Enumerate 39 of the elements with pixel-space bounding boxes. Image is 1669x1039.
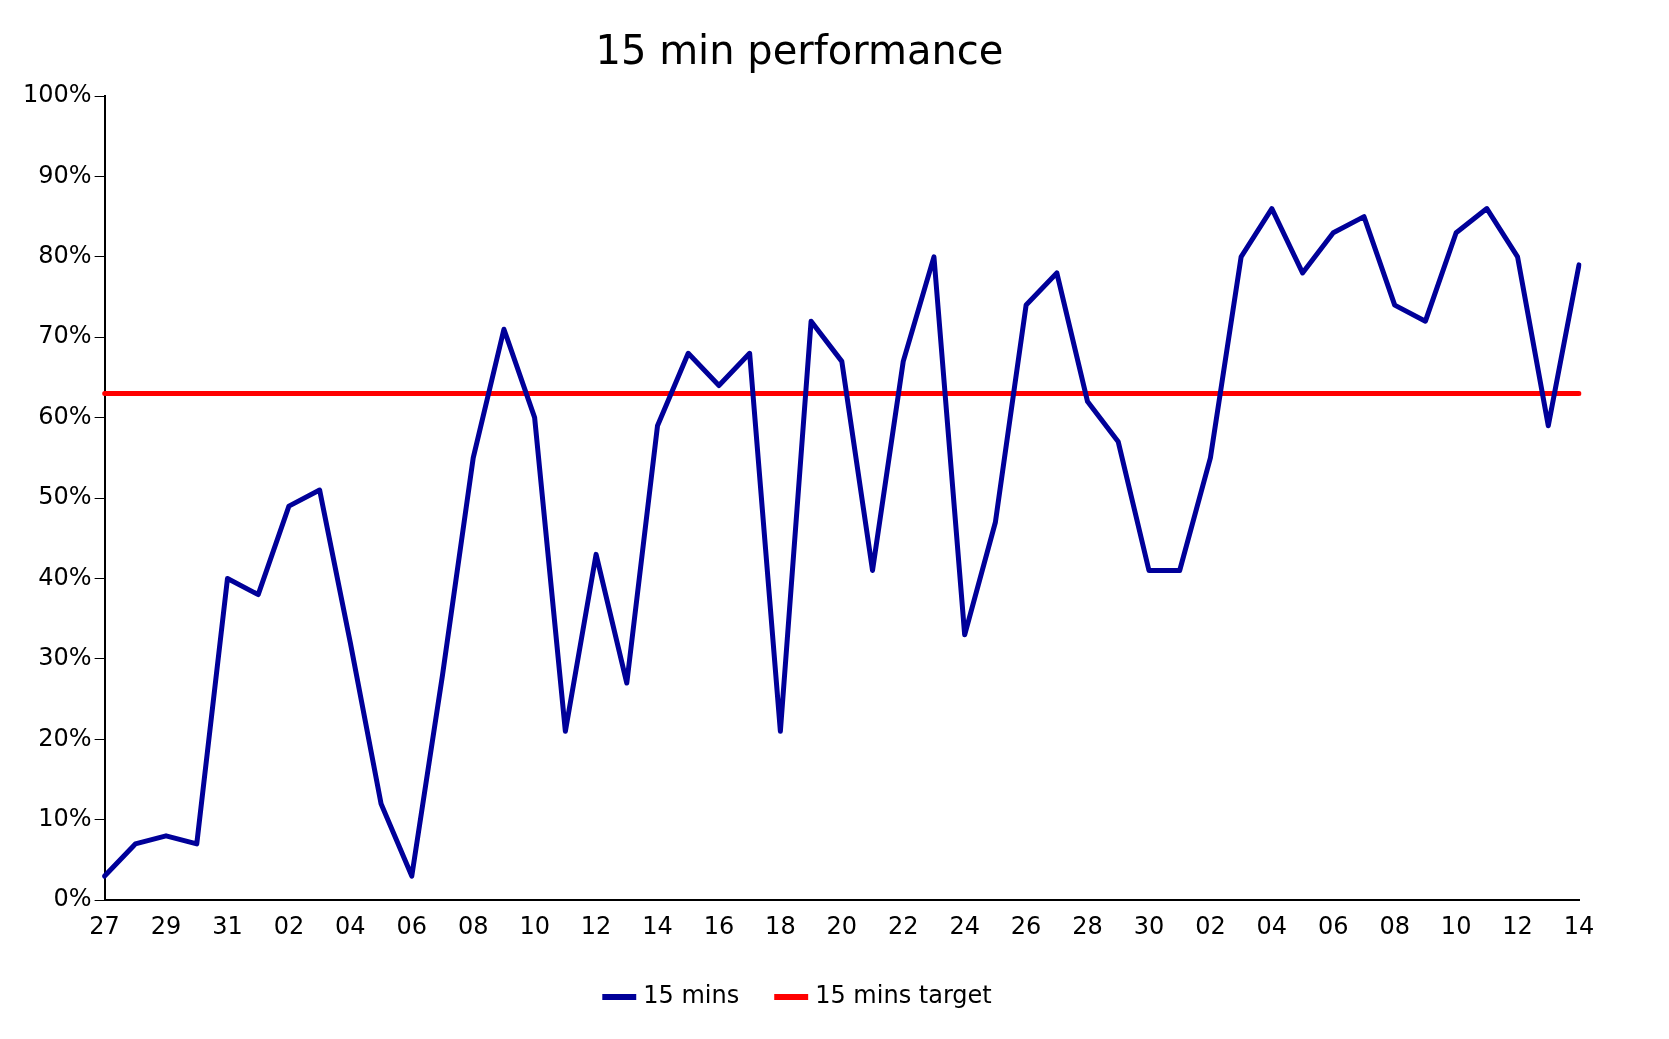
x-tick-label: 18 <box>765 911 796 940</box>
legend-label: 15 mins target <box>815 981 992 1010</box>
x-tick-label: 31 <box>212 911 243 940</box>
x-tick-label: 12 <box>1502 911 1533 940</box>
x-tick-label: 06 <box>1318 911 1349 940</box>
x-tick-label: 08 <box>1379 911 1410 940</box>
x-tick-label: 08 <box>457 911 489 940</box>
x-tick-label: 27 <box>89 911 120 940</box>
y-tick-label: 80% <box>38 241 92 270</box>
legend-label: 15 mins <box>643 981 740 1010</box>
x-tick-label: 24 <box>949 911 980 940</box>
x-tick-label: 06 <box>396 911 428 940</box>
x-tick-label: 14 <box>1563 911 1595 940</box>
x-tick-label: 28 <box>1072 911 1103 940</box>
y-tick-label: 100% <box>22 80 92 109</box>
y-tick-label: 0% <box>53 884 92 913</box>
y-tick-label: 20% <box>38 723 92 752</box>
chart-title: 15 min performance <box>595 27 1004 74</box>
x-tick-label: 02 <box>273 911 305 940</box>
y-tick-label: 40% <box>38 562 92 591</box>
x-tick-label: 30 <box>1133 911 1165 940</box>
x-tick-label: 26 <box>1010 911 1042 940</box>
y-tick-label: 90% <box>38 160 92 189</box>
y-tick-label: 60% <box>38 401 92 430</box>
x-tick-label: 10 <box>1440 911 1472 940</box>
x-tick-label: 14 <box>642 911 673 940</box>
y-tick-label: 30% <box>38 643 92 672</box>
y-tick-label: 70% <box>38 321 92 350</box>
x-tick-label: 20 <box>826 911 858 940</box>
x-tick-label: 16 <box>703 911 735 940</box>
x-tick-label: 22 <box>887 911 919 940</box>
x-tick-label: 29 <box>150 911 182 940</box>
y-tick-label: 50% <box>38 482 92 511</box>
y-tick-label: 10% <box>38 804 92 833</box>
x-tick-label: 02 <box>1195 911 1226 940</box>
x-tick-label: 10 <box>519 911 550 940</box>
x-tick-label: 04 <box>335 911 366 940</box>
x-tick-label: 12 <box>580 911 612 940</box>
x-tick-label: 04 <box>1256 911 1288 940</box>
